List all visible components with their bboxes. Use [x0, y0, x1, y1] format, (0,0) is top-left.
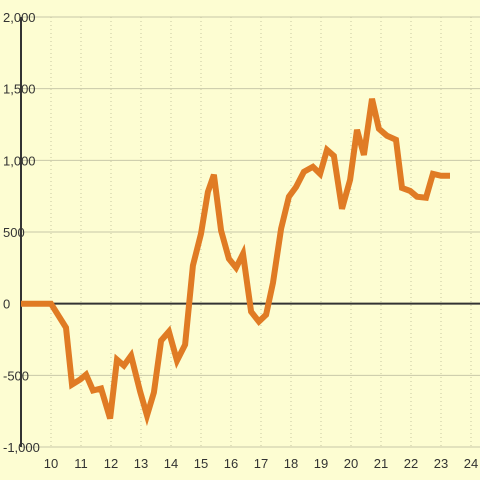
x-tick-label: 14: [164, 456, 178, 471]
y-tick-label: 2,000: [3, 10, 36, 25]
x-tick-label: 20: [344, 456, 358, 471]
y-tick-label: -500: [3, 368, 29, 383]
data-line: [21, 98, 450, 427]
x-tick-label: 22: [404, 456, 418, 471]
x-tick-label: 17: [254, 456, 268, 471]
x-tick-label: 15: [194, 456, 208, 471]
x-tick-label: 19: [314, 456, 328, 471]
x-tick-label: 12: [104, 456, 118, 471]
x-tick-label: 11: [74, 456, 88, 471]
x-tick-label: 21: [374, 456, 388, 471]
y-tick-label: 500: [3, 225, 25, 240]
y-tick-label: 1,000: [3, 153, 36, 168]
x-tick-label: 13: [134, 456, 148, 471]
y-tick-label: 1,500: [3, 82, 36, 97]
x-tick-label: 23: [434, 456, 448, 471]
y-tick-label: -1,000: [3, 440, 40, 455]
x-tick-label: 24: [464, 456, 478, 471]
y-tick-label: 0: [3, 297, 10, 312]
x-tick-label: 16: [224, 456, 238, 471]
x-tick-label: 18: [284, 456, 298, 471]
x-tick-label: 10: [44, 456, 58, 471]
